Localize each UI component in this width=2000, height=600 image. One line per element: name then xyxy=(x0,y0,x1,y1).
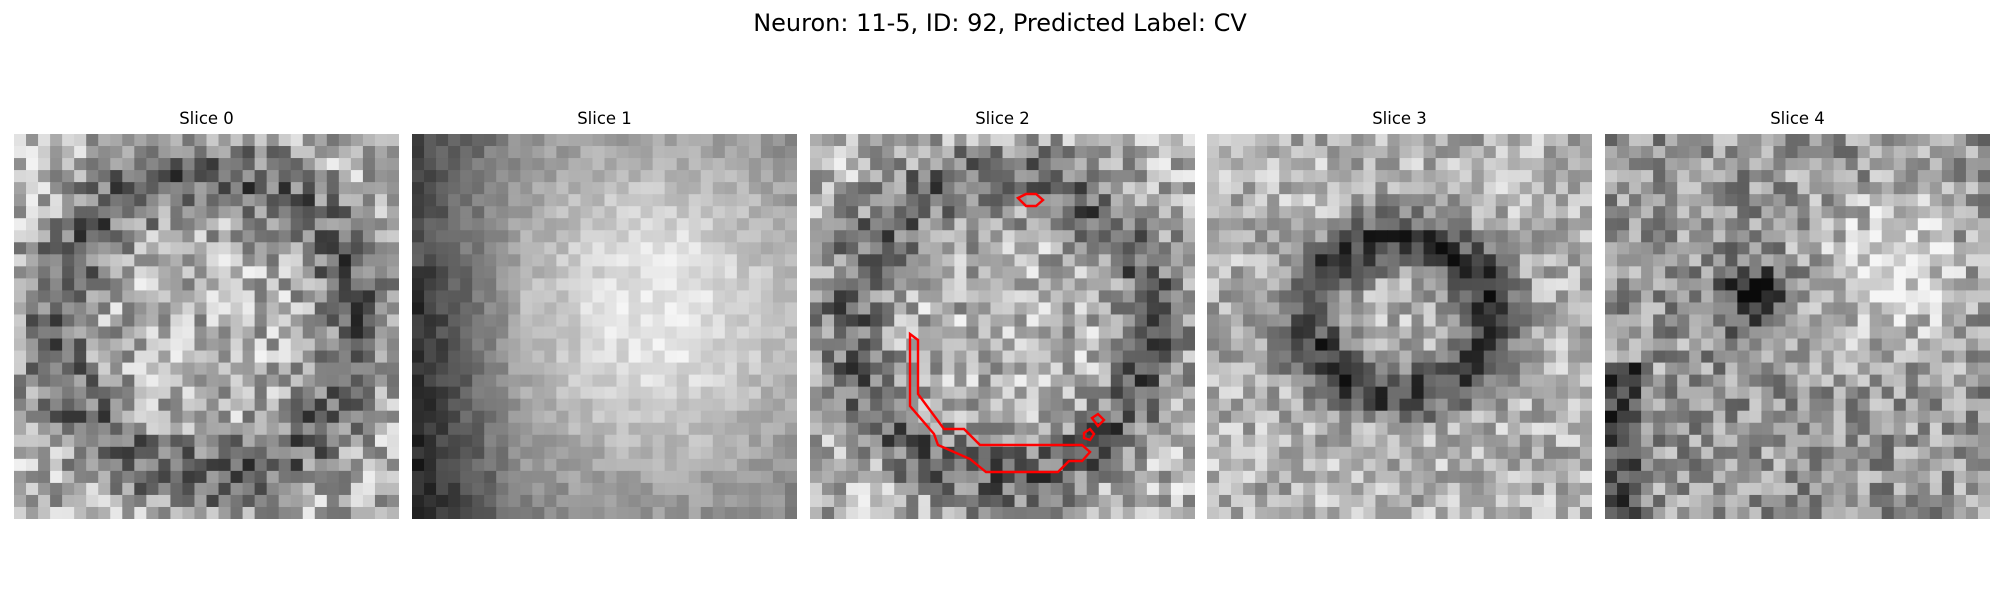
segmentation-contour xyxy=(1090,412,1106,428)
slice-panel-4: Slice 4 xyxy=(1605,108,1990,519)
segmentation-contour xyxy=(1015,192,1045,208)
slice-image xyxy=(1605,134,1990,519)
slice-title: Slice 4 xyxy=(1770,109,1825,128)
slice-panel-3: Slice 3 xyxy=(1207,108,1592,519)
slice-image xyxy=(1207,134,1592,519)
slice-title: Slice 3 xyxy=(1372,109,1427,128)
slice-image xyxy=(810,134,1195,519)
slice-pixels xyxy=(810,134,1195,519)
segmentation-contour xyxy=(1082,427,1096,442)
slice-title: Slice 0 xyxy=(179,109,234,128)
slice-pixels xyxy=(14,134,399,519)
slice-pixels xyxy=(1605,134,1990,519)
slice-title: Slice 2 xyxy=(975,109,1030,128)
slice-panel-0: Slice 0 xyxy=(14,108,399,519)
slice-pixels xyxy=(412,134,797,519)
slice-title: Slice 1 xyxy=(577,109,632,128)
slice-panel-1: Slice 1 xyxy=(412,108,797,519)
segmentation-contour xyxy=(908,331,1092,474)
figure-title: Neuron: 11-5, ID: 92, Predicted Label: C… xyxy=(753,9,1247,37)
slice-image xyxy=(412,134,797,519)
slice-panel-2: Slice 2 xyxy=(810,108,1195,519)
slice-image xyxy=(14,134,399,519)
slice-pixels xyxy=(1207,134,1592,519)
